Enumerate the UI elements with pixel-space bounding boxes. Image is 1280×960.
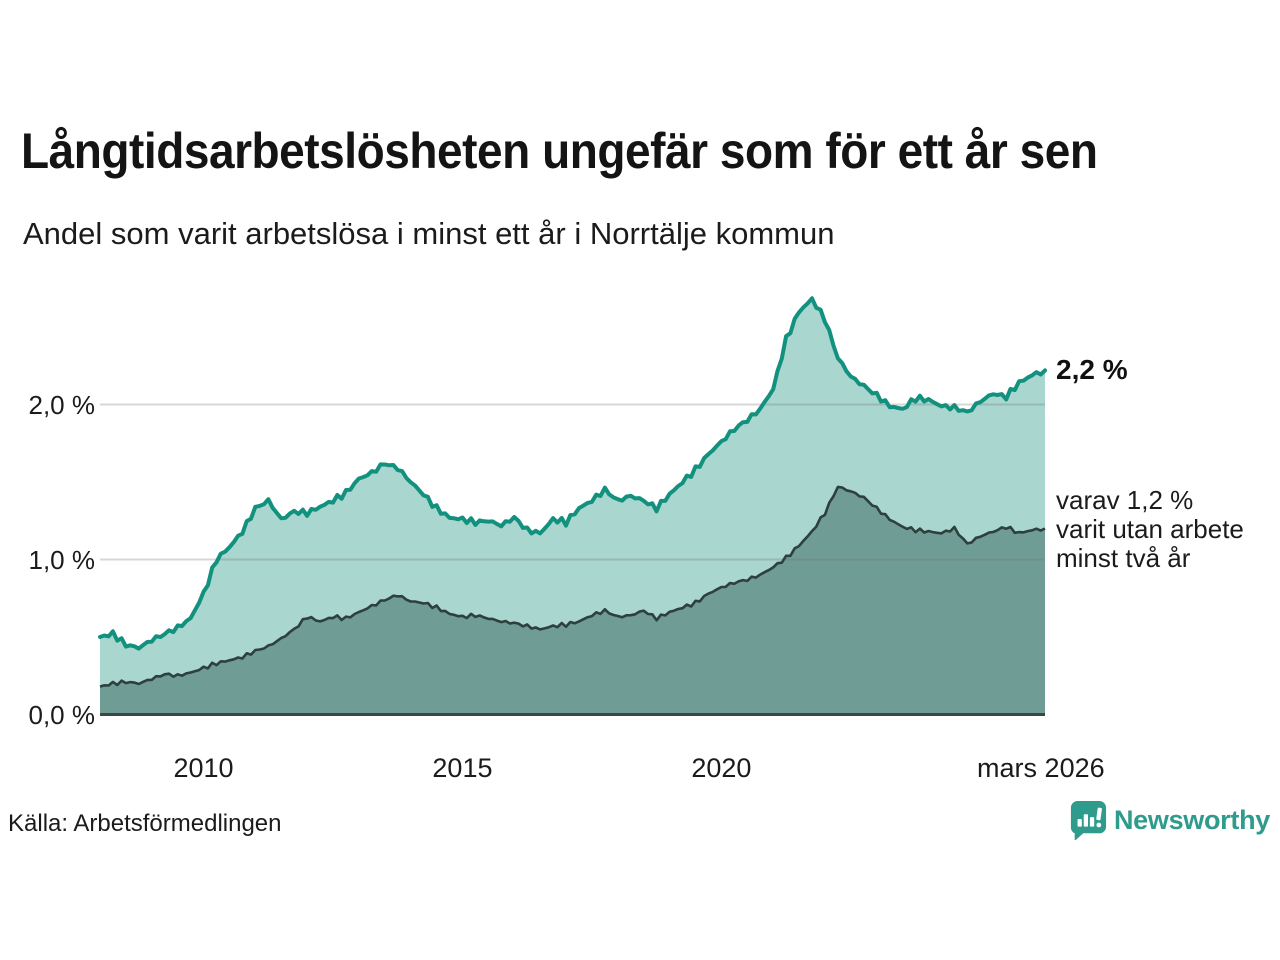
annotation-line-3: minst två år [1056, 542, 1191, 573]
series-total-line [98, 296, 1047, 651]
y-tick-2: 2,0 % [28, 389, 96, 420]
newsworthy-logo: Newsworthy [1069, 800, 1270, 840]
logo-bars [1077, 807, 1102, 828]
page-subtitle: Andel som varit arbetslösa i minst ett å… [23, 216, 835, 251]
y-tick-1: 1,0 % [28, 544, 96, 575]
two-year-annotation: varav 1,2 % varit utan arbete minst två … [1056, 484, 1244, 573]
y-tick-0: 0,0 % [28, 699, 96, 730]
page-title: Långtidsarbetslösheten ungefär som för e… [21, 123, 1098, 179]
end-value-label: 2,2 % [1056, 354, 1128, 386]
series-two-year-line [99, 485, 1046, 688]
newsworthy-wordmark: Newsworthy [1113, 804, 1270, 835]
annotation-line-1: varav 1,2 % [1056, 484, 1194, 515]
series-two-year-area [100, 486, 1045, 715]
x-tick-2020: 2020 [691, 753, 752, 783]
x-tick-2010: 2010 [173, 753, 234, 783]
newsworthy-logo-icon [1070, 801, 1107, 840]
x-tick-mars-2026: mars 2026 [977, 753, 1105, 783]
source-credit: Källa: Arbetsförmedlingen [8, 810, 282, 837]
annotation-line-2: varit utan arbete [1056, 513, 1244, 544]
x-tick-2015: 2015 [432, 753, 493, 783]
